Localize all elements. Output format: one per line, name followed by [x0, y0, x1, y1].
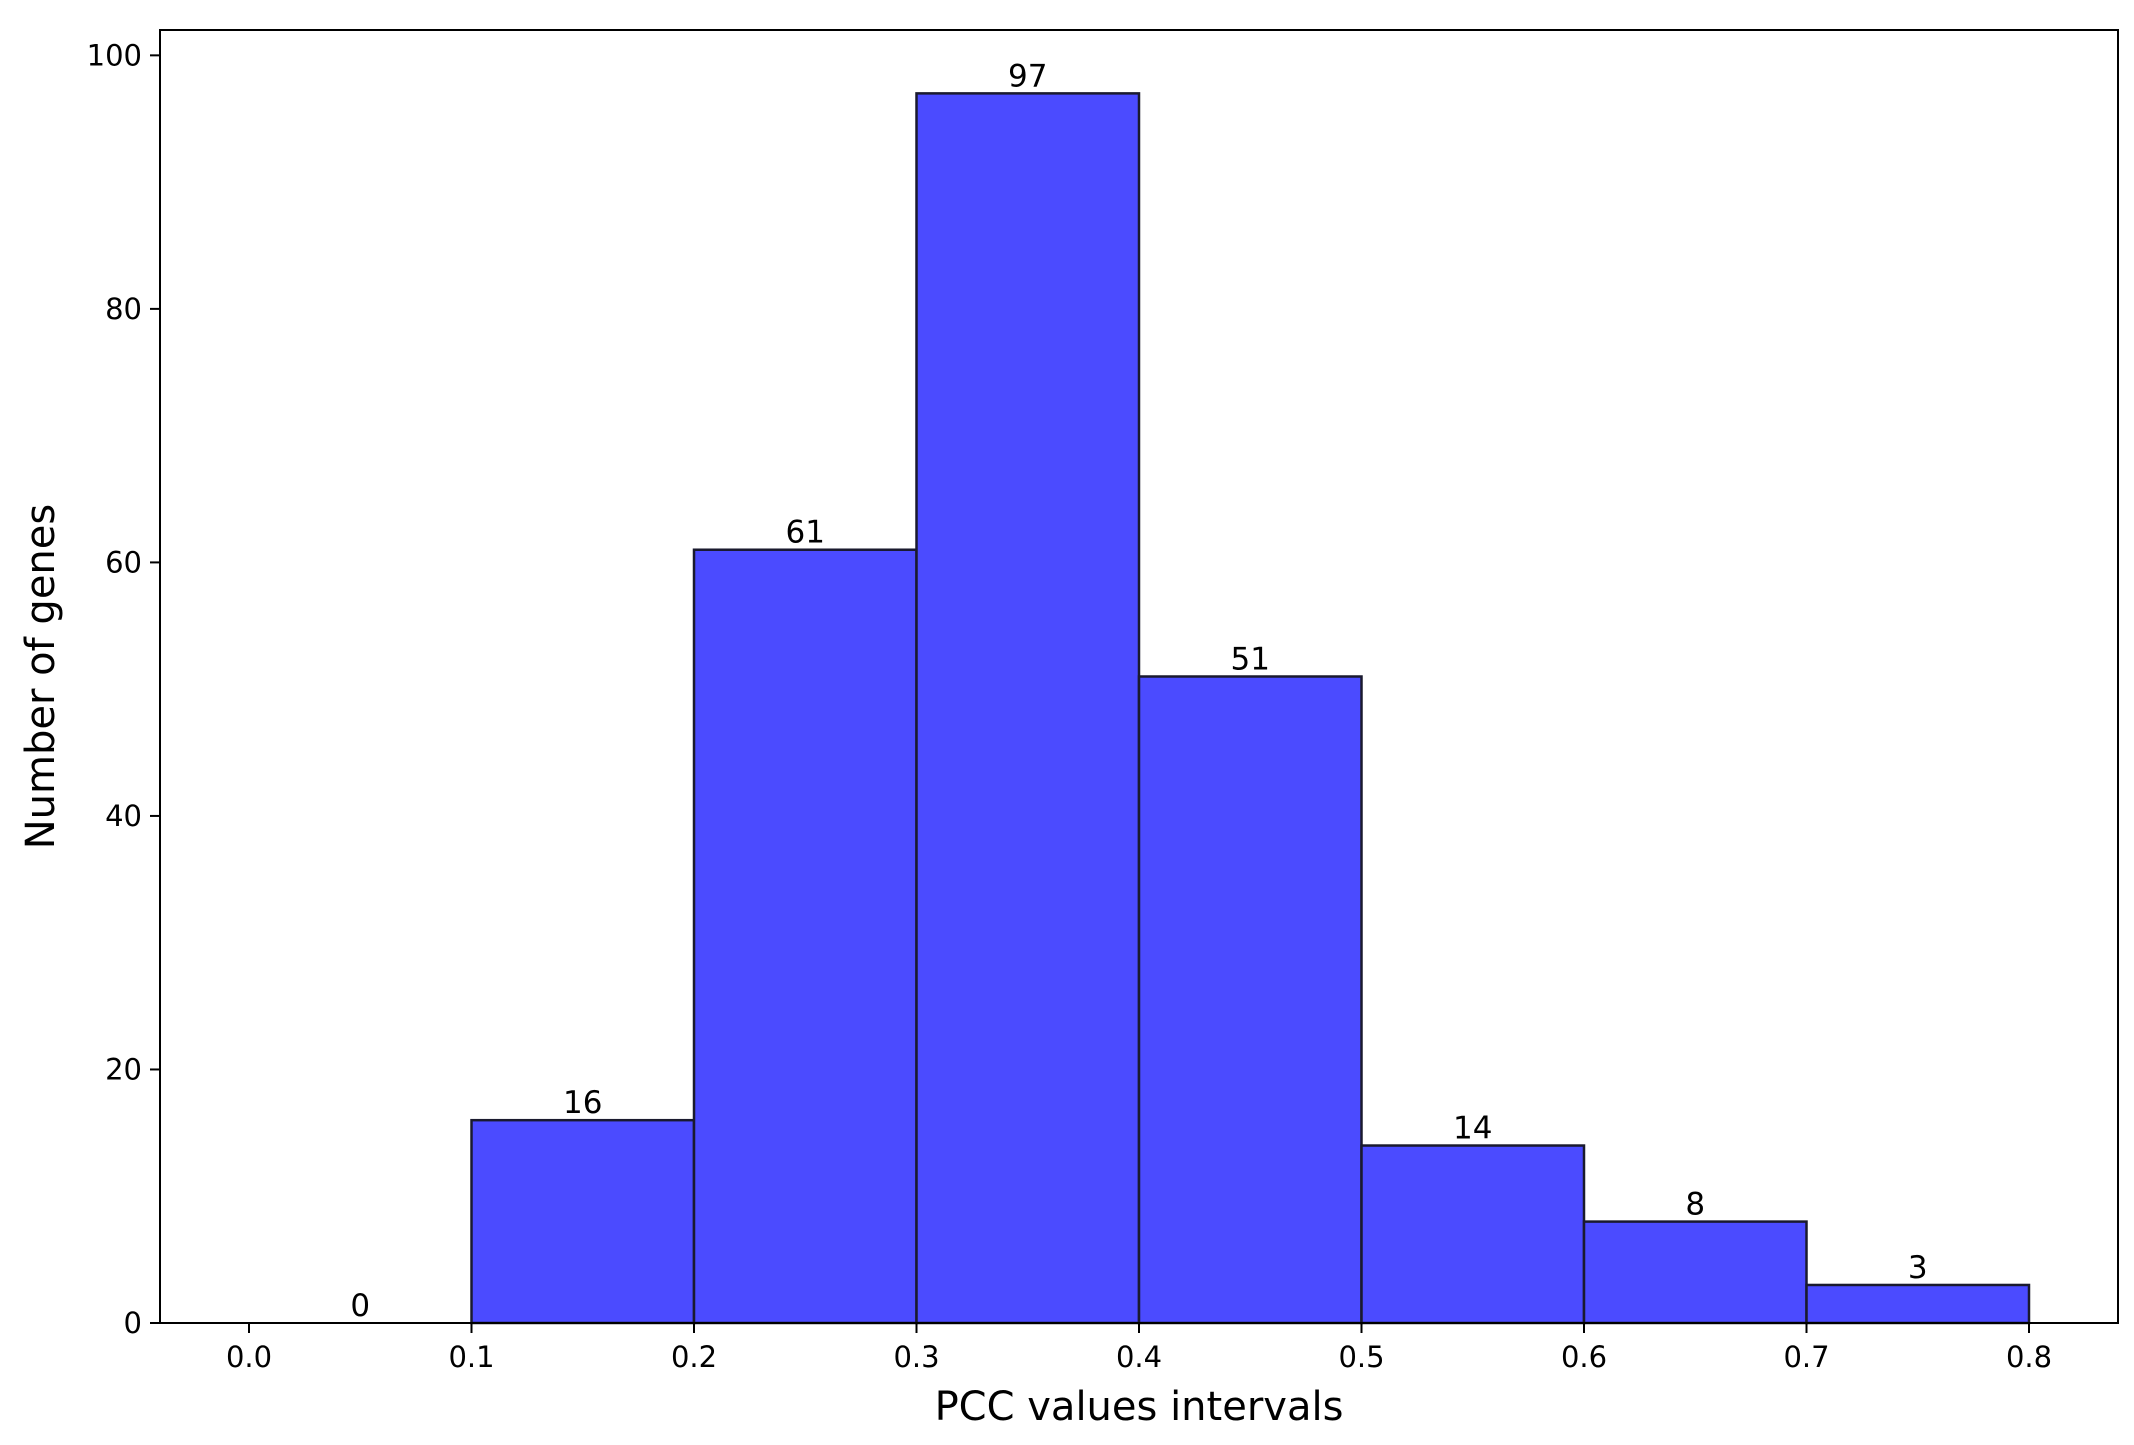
histogram-bar [470, 1118, 696, 1325]
x-tick-label: 0.3 [893, 1340, 939, 1374]
bar-value-label: 0 [350, 1288, 370, 1324]
y-tick-label: 20 [105, 1052, 142, 1086]
histogram-bar [1582, 1220, 1808, 1325]
x-tick-label: 0.7 [1783, 1340, 1829, 1374]
x-axis-title: PCC values intervals [935, 1384, 1344, 1430]
y-tick-label: 40 [105, 799, 142, 833]
bar-value-label: 16 [563, 1085, 602, 1121]
bar-labels-group: 0 16 61 97 51 14 8 3 [350, 58, 1927, 1324]
y-axis: 0 20 40 60 80 100 [87, 38, 160, 1340]
histogram-bar [692, 548, 918, 1325]
y-tick-label: 80 [105, 292, 142, 326]
x-tick-label: 0.6 [1561, 1340, 1607, 1374]
bar-value-label: 61 [786, 515, 825, 551]
histogram-bar [1360, 1144, 1586, 1325]
y-tick-label: 60 [105, 545, 142, 579]
bars-group [470, 92, 2031, 1325]
bar-value-label: 3 [1908, 1250, 1928, 1286]
bar-value-label: 14 [1453, 1111, 1492, 1147]
x-axis: 0.0 0.1 0.2 0.3 0.4 0.5 0.6 0.7 0.8 [226, 1323, 2052, 1374]
histogram-bar [1805, 1283, 2031, 1325]
bar-value-label: 97 [1008, 58, 1047, 94]
x-tick-label: 0.4 [1116, 1340, 1162, 1374]
x-tick-label: 0.8 [2006, 1340, 2052, 1374]
y-axis-title: Number of genes [18, 504, 64, 849]
histogram-bar [1137, 675, 1363, 1325]
bar-value-label: 51 [1231, 642, 1270, 678]
y-tick-label: 100 [87, 38, 142, 72]
histogram-bar [915, 92, 1141, 1325]
x-tick-label: 0.2 [671, 1340, 717, 1374]
x-tick-label: 0.1 [448, 1340, 494, 1374]
bar-value-label: 8 [1685, 1187, 1705, 1223]
x-tick-label: 0.0 [226, 1340, 272, 1374]
x-tick-label: 0.5 [1338, 1340, 1384, 1374]
y-tick-label: 0 [124, 1306, 142, 1340]
